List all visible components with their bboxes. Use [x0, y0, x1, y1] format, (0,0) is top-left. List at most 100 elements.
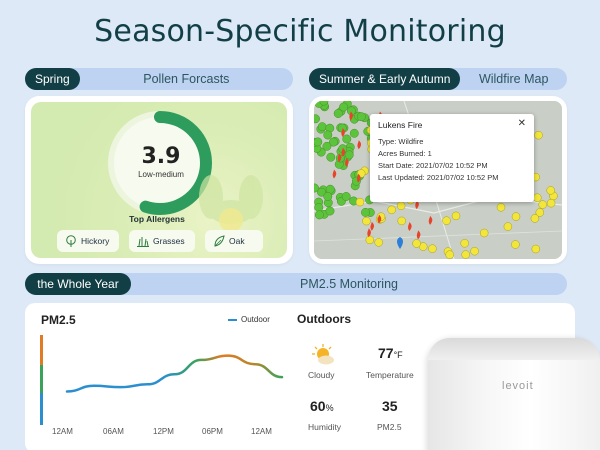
- pollen-card: 3.9 Low-medium Top Allergens Hickory G: [25, 96, 293, 264]
- aqi-marker[interactable]: [535, 208, 545, 217]
- wildfire-map-card: Lukens Fire Type: Wildfire Acres Burned:…: [309, 96, 567, 264]
- aqi-marker[interactable]: [314, 210, 324, 220]
- aqi-marker[interactable]: [546, 186, 555, 195]
- aqi-marker[interactable]: [356, 112, 366, 122]
- fire-marker[interactable]: [341, 127, 345, 137]
- aqi-marker[interactable]: [362, 216, 371, 226]
- page-title: Season-Specific Monitoring: [94, 14, 506, 49]
- fire-marker[interactable]: [332, 169, 337, 179]
- x-tick: 12AM: [52, 427, 73, 436]
- aqi-marker[interactable]: [460, 239, 469, 248]
- aqi-marker[interactable]: [470, 246, 479, 256]
- aqi-marker[interactable]: [328, 137, 338, 147]
- humidity-label: Humidity: [308, 422, 342, 432]
- pm25-monitoring-label: PM2.5 Monitoring: [300, 277, 398, 291]
- year-pill: the Whole Year PM2.5 Monitoring: [25, 273, 567, 295]
- legend-swatch: [228, 318, 237, 321]
- pm25-line-chart: [40, 335, 284, 425]
- aqi-marker[interactable]: [546, 198, 556, 208]
- device-top: [428, 338, 600, 360]
- fire-last-updated: Last Updated: 2021/07/02 10:52 PM: [378, 173, 499, 182]
- fire-marker[interactable]: [356, 173, 361, 183]
- fire-marker[interactable]: [370, 221, 375, 231]
- allergen-oak: Oak: [205, 230, 263, 252]
- allergen-label: Hickory: [81, 236, 110, 246]
- y-scale-low: [40, 393, 43, 425]
- fire-type: Type: Wildfire: [378, 137, 424, 146]
- aqi-marker[interactable]: [323, 130, 333, 140]
- aqi-marker[interactable]: [531, 244, 541, 254]
- humidity-number: 60: [310, 398, 326, 414]
- aqi-marker[interactable]: [442, 216, 451, 225]
- aqi-marker[interactable]: [361, 207, 370, 217]
- fire-marker[interactable]: [345, 157, 349, 167]
- aqi-marker[interactable]: [511, 240, 520, 249]
- fire-marker[interactable]: [416, 230, 421, 240]
- aqi-marker[interactable]: [538, 200, 547, 209]
- pm25-value: 35: [382, 398, 398, 414]
- aqi-marker[interactable]: [355, 197, 365, 207]
- wildfire-map-label: Wildfire Map: [478, 72, 549, 86]
- fire-marker[interactable]: [349, 111, 353, 121]
- aqi-marker[interactable]: [374, 238, 383, 247]
- fire-marker[interactable]: [428, 215, 433, 225]
- close-icon[interactable]: ✕: [517, 118, 526, 129]
- aqi-marker[interactable]: [387, 205, 396, 215]
- pollen-level-label: Low-medium: [138, 170, 184, 179]
- aqi-marker[interactable]: [314, 137, 323, 147]
- fire-name: Lukens Fire: [378, 120, 423, 130]
- aqi-marker[interactable]: [319, 101, 329, 106]
- fire-marker[interactable]: [377, 214, 382, 224]
- aqi-marker[interactable]: [534, 130, 543, 140]
- fire-marker[interactable]: [341, 147, 346, 157]
- fire-marker[interactable]: [367, 228, 371, 238]
- aqi-marker[interactable]: [451, 211, 461, 221]
- fire-marker[interactable]: [415, 200, 419, 210]
- x-tick: 06PM: [202, 427, 223, 436]
- aqi-marker[interactable]: [341, 192, 351, 201]
- aqi-marker[interactable]: [342, 134, 352, 144]
- aqi-marker[interactable]: [349, 128, 359, 138]
- aqi-marker[interactable]: [314, 183, 319, 193]
- aqi-marker[interactable]: [496, 203, 506, 212]
- aqi-marker[interactable]: [461, 250, 470, 259]
- allergen-label: Grasses: [153, 236, 185, 246]
- aqi-marker[interactable]: [317, 187, 326, 197]
- location-pin-icon[interactable]: [397, 237, 403, 249]
- pm25-label: PM2.5: [377, 422, 402, 432]
- fire-marker[interactable]: [408, 221, 412, 231]
- aqi-marker[interactable]: [333, 109, 343, 118]
- fire-start-date: Start Date: 2021/07/02 10:52 PM: [378, 161, 488, 170]
- aqi-marker[interactable]: [365, 235, 375, 245]
- aqi-marker[interactable]: [339, 102, 349, 112]
- legend-label: Outdoor: [241, 315, 270, 324]
- year-tag: the Whole Year: [25, 273, 131, 295]
- fire-marker[interactable]: [357, 140, 362, 150]
- aqi-marker[interactable]: [412, 239, 421, 248]
- aqi-marker[interactable]: [344, 150, 354, 160]
- aqi-marker[interactable]: [503, 222, 513, 231]
- fire-acres: Acres Burned: 1: [378, 149, 432, 158]
- aqi-marker[interactable]: [511, 212, 521, 221]
- aqi-marker[interactable]: [317, 122, 327, 132]
- aqi-marker[interactable]: [314, 114, 320, 124]
- aqi-marker[interactable]: [326, 152, 336, 162]
- aqi-marker[interactable]: [479, 228, 489, 238]
- y-scale-mid: [40, 365, 43, 393]
- x-tick: 12AM: [251, 427, 272, 436]
- allergen-hickory: Hickory: [57, 230, 119, 252]
- y-scale-high: [40, 335, 43, 365]
- aqi-marker[interactable]: [397, 216, 406, 226]
- aqi-marker[interactable]: [530, 214, 540, 223]
- fire-marker[interactable]: [337, 153, 342, 163]
- sun-cloud-icon: [312, 344, 334, 365]
- aqi-marker[interactable]: [533, 193, 542, 202]
- aqi-marker[interactable]: [445, 250, 454, 259]
- aqi-marker[interactable]: [325, 206, 335, 216]
- aqi-marker[interactable]: [396, 201, 406, 211]
- aqi-marker[interactable]: [322, 141, 332, 151]
- aqi-marker[interactable]: [323, 192, 333, 201]
- pollen-panel: 3.9 Low-medium Top Allergens Hickory G: [31, 102, 287, 258]
- aqi-marker[interactable]: [428, 244, 437, 253]
- aqi-marker[interactable]: [314, 203, 324, 212]
